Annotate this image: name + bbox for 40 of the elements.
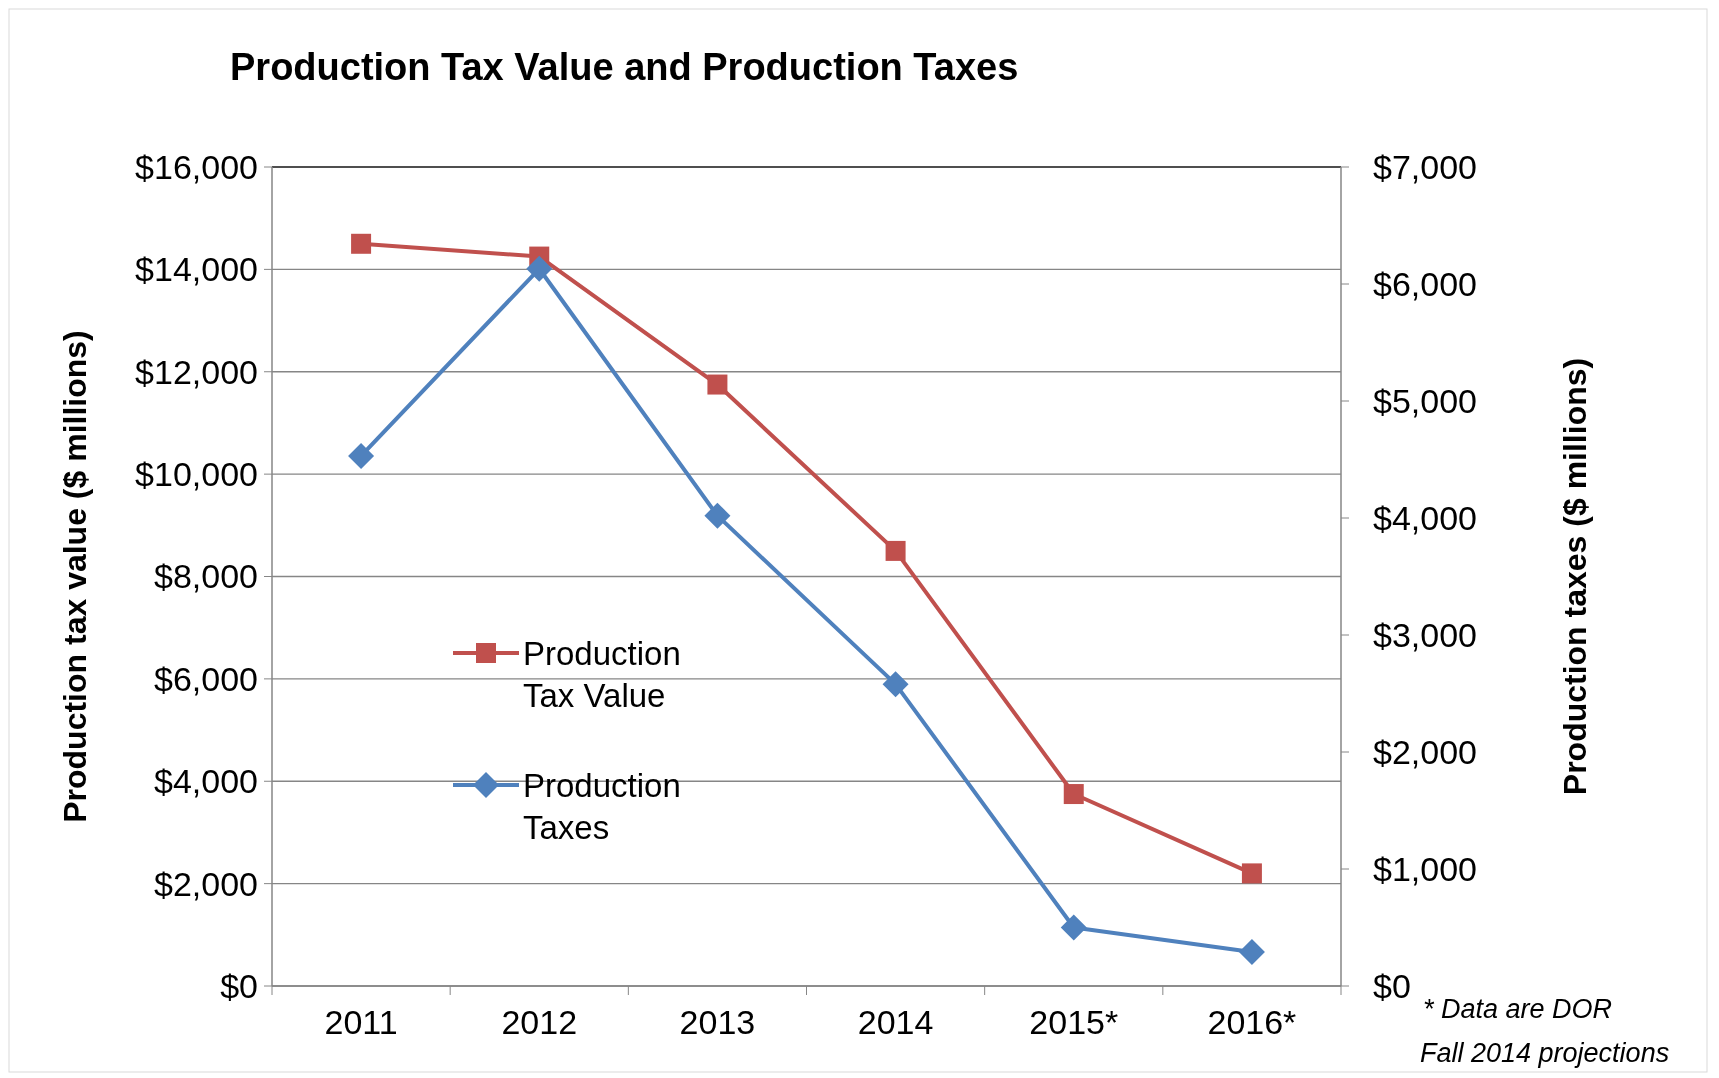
y-tick-label: $4,000 [154,762,258,801]
x-tick-label: 2015* [1029,1003,1119,1041]
point [1241,863,1262,884]
legend-label: Production Taxes [523,766,681,847]
y2-tick-label: $4,000 [1373,498,1477,537]
x-tick-label: 2011 [324,1003,398,1041]
y2-tick-label: $7,000 [1373,147,1477,186]
point [526,255,553,282]
y-tick-label: $10,000 [135,455,258,494]
point [885,540,906,561]
x-tick-label: 2012 [501,1003,578,1041]
y2-tick-label: $6,000 [1373,264,1477,303]
point [1060,914,1087,941]
y2-tick-label: $0 [1373,966,1411,1005]
x-tick-label: 2014 [857,1003,934,1041]
point [348,442,375,469]
y2-tick-label: $2,000 [1373,732,1477,771]
y-tick-label: $0 [220,966,258,1005]
y-axis-title: Production tax value ($ millions) [57,330,93,823]
x-tick-label: 2016* [1207,1003,1297,1041]
y2-axis-title: Production taxes ($ millions) [1557,357,1593,796]
y-tick-label: $2,000 [154,864,258,903]
point [882,671,909,698]
y-tick-label: $14,000 [135,250,258,289]
point [707,374,728,395]
y2-tick-label: $5,000 [1373,381,1477,420]
chart-title: Production Tax Value and Production Taxes [230,46,1019,88]
point [704,502,731,529]
y-tick-label: $16,000 [135,147,258,186]
text: * Data are DOR Fall 2014 projections [1420,994,1670,1068]
x-tick-label: 2013 [679,1003,756,1041]
y-tick-label: $6,000 [154,659,258,698]
legend-label: Production Tax Value [523,634,681,715]
y2-tick-label: $3,000 [1373,615,1477,654]
y-tick-label: $12,000 [135,352,258,391]
point [1238,939,1265,966]
point [351,233,372,254]
point [1063,784,1084,805]
y2-tick-label: $1,000 [1373,849,1477,888]
y-tick-label: $8,000 [154,557,258,596]
